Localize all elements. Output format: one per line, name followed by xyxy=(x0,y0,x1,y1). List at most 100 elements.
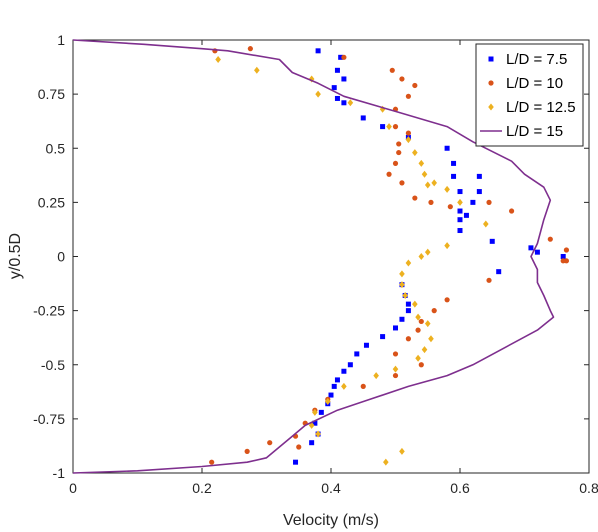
data-point xyxy=(380,334,386,340)
data-point xyxy=(383,458,389,466)
data-point xyxy=(341,382,347,390)
data-point xyxy=(334,95,340,101)
data-point xyxy=(431,179,437,187)
data-point xyxy=(334,377,340,383)
data-point xyxy=(405,136,412,144)
data-point xyxy=(486,199,492,205)
data-point xyxy=(338,54,344,60)
data-point xyxy=(347,362,353,368)
x-axis-ticks: 0 0.2 0.4 0.6 0.8 xyxy=(69,40,598,496)
data-point xyxy=(247,46,253,52)
series-layer xyxy=(72,39,570,474)
data-point xyxy=(444,242,450,250)
data-point xyxy=(444,185,450,193)
data-point xyxy=(412,300,418,308)
data-point xyxy=(470,199,476,205)
data-point xyxy=(386,171,392,177)
data-point xyxy=(405,259,412,267)
data-point xyxy=(457,217,463,223)
data-point xyxy=(386,123,392,131)
data-point xyxy=(451,160,457,166)
data-point xyxy=(405,336,411,342)
legend-entry: L/D = 12.5 xyxy=(488,99,576,116)
data-point xyxy=(293,459,299,465)
data-point xyxy=(405,308,411,314)
data-point xyxy=(421,170,428,178)
data-point xyxy=(418,159,425,167)
series-4 xyxy=(72,39,555,474)
data-point xyxy=(444,297,450,303)
data-point xyxy=(457,228,463,234)
legend-marker-swatch xyxy=(488,80,494,86)
data-point xyxy=(412,149,418,157)
data-point xyxy=(428,335,434,343)
data-point xyxy=(547,236,553,242)
data-point xyxy=(312,420,318,426)
series-3 xyxy=(215,55,489,466)
legend-entry: L/D = 10 xyxy=(488,75,563,92)
data-point xyxy=(363,342,369,348)
data-point xyxy=(396,149,402,156)
legend-label: L/D = 7.5 xyxy=(506,51,567,68)
data-point xyxy=(489,238,495,244)
x-tick-label: 0.4 xyxy=(321,480,341,496)
data-point xyxy=(402,291,408,299)
y-axis-label: y/0.5D xyxy=(7,233,24,279)
data-point xyxy=(312,408,318,416)
data-point xyxy=(399,447,405,455)
data-point xyxy=(405,93,411,99)
data-point xyxy=(389,67,395,73)
data-point xyxy=(396,141,402,147)
data-point xyxy=(418,362,424,368)
data-point xyxy=(415,327,421,333)
y-tick-label: 0.25 xyxy=(38,194,65,210)
data-point xyxy=(392,160,399,167)
data-point xyxy=(483,220,489,228)
data-point xyxy=(421,346,428,354)
data-point xyxy=(392,351,399,357)
y-axis-ticks: -1 -0.75 -0.5 -0.25 0 0.25 0.5 0.75 1 xyxy=(33,32,589,481)
legend-entry: L/D = 7.5 xyxy=(488,51,567,68)
data-point xyxy=(424,248,431,256)
legend-marker-swatch xyxy=(488,56,494,62)
data-point xyxy=(360,115,366,121)
data-point xyxy=(399,270,405,278)
data-point xyxy=(215,55,221,63)
data-point xyxy=(341,76,347,82)
data-point xyxy=(360,383,366,389)
y-tick-label: -0.25 xyxy=(33,303,65,319)
data-point xyxy=(486,277,492,283)
data-point xyxy=(447,204,453,210)
data-point xyxy=(418,318,424,325)
data-point xyxy=(373,372,379,380)
series-2 xyxy=(209,46,570,465)
data-point xyxy=(347,99,354,107)
data-point xyxy=(534,249,540,255)
data-point xyxy=(451,173,457,179)
data-point xyxy=(315,90,321,98)
data-point xyxy=(315,430,321,438)
data-point xyxy=(476,173,482,179)
data-point xyxy=(399,180,405,186)
x-tick-label: 0.6 xyxy=(450,480,470,496)
data-point xyxy=(405,130,411,136)
y-tick-label: -1 xyxy=(53,465,66,481)
data-point xyxy=(457,198,463,206)
y-tick-label: 0.75 xyxy=(38,86,65,102)
data-point xyxy=(560,254,566,259)
x-tick-label: 0 xyxy=(69,480,77,496)
legend-label: L/D = 15 xyxy=(506,123,563,140)
data-point xyxy=(428,199,434,205)
data-point xyxy=(244,448,250,454)
data-point xyxy=(412,195,418,201)
data-point xyxy=(457,208,463,214)
data-point xyxy=(457,189,463,195)
y-tick-label: -0.5 xyxy=(41,357,65,373)
data-point xyxy=(528,245,534,251)
data-point xyxy=(309,440,315,446)
data-point xyxy=(476,189,482,195)
data-point xyxy=(254,66,260,74)
data-point xyxy=(509,208,515,214)
data-point xyxy=(267,440,273,446)
